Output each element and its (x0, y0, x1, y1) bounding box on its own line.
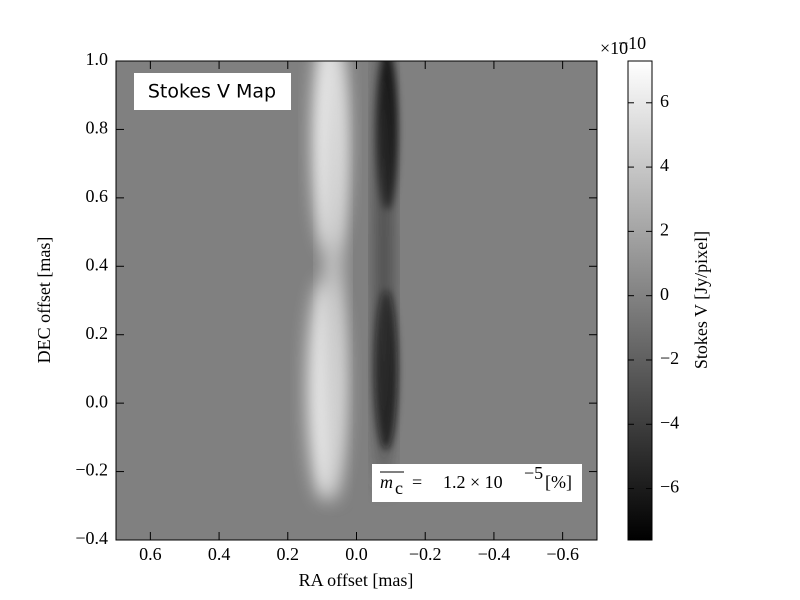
annotation-mantissa: 1.2 × 10 (443, 472, 503, 492)
y-tick-label: 0.0 (86, 391, 109, 411)
y-tick-label: 0.4 (86, 254, 109, 274)
colorbar-label: Stokes V [Jy/pixel] (691, 231, 711, 369)
y-tick-label: −0.4 (75, 528, 108, 548)
x-tick-label: −0.2 (409, 544, 442, 564)
annotation-exponent: −5 (524, 463, 543, 483)
y-tick-label: 1.0 (86, 49, 109, 69)
map-image (116, 61, 597, 540)
y-tick-label: 0.6 (86, 186, 109, 206)
x-tick-label: 0.2 (277, 544, 300, 564)
x-tick-label: 0.6 (139, 544, 162, 564)
colorbar (627, 60, 653, 541)
title-box: Stokes V Map (134, 73, 291, 110)
annotation-box: m c = 1.2 × 10 −5 [%] (372, 463, 582, 502)
annotation-symbol: m (380, 472, 393, 492)
y-tick-label: 0.8 (86, 118, 109, 138)
y-tick-label: −0.2 (75, 460, 108, 480)
annotation-equals: = (412, 472, 422, 492)
y-axis-label: DEC offset [mas] (34, 237, 54, 364)
x-tick-label: −0.6 (546, 544, 579, 564)
colorbar-scale-exponent: −10 (618, 33, 646, 53)
colorbar-scale-base: ×10 (600, 38, 628, 58)
colorbar-tick-label: −4 (660, 412, 679, 432)
x-tick-label: 0.0 (345, 544, 368, 564)
colorbar-tick-label: 4 (660, 155, 669, 175)
x-tick-label: −0.4 (478, 544, 511, 564)
x-tick-label: 0.4 (208, 544, 231, 564)
y-tick-label: 0.2 (86, 323, 109, 343)
map-title: Stokes V Map (148, 81, 276, 103)
colorbar-tick-label: −6 (660, 477, 679, 497)
colorbar-tick-label: 0 (660, 284, 669, 304)
colorbar-tick-label: 6 (660, 91, 669, 111)
x-axis-label: RA offset [mas] (299, 570, 414, 590)
colorbar-tick-label: 2 (660, 220, 669, 240)
colorbar-tick-label: −2 (660, 348, 679, 368)
annotation-subscript: c (395, 478, 403, 498)
annotation-unit: [%] (545, 472, 572, 492)
